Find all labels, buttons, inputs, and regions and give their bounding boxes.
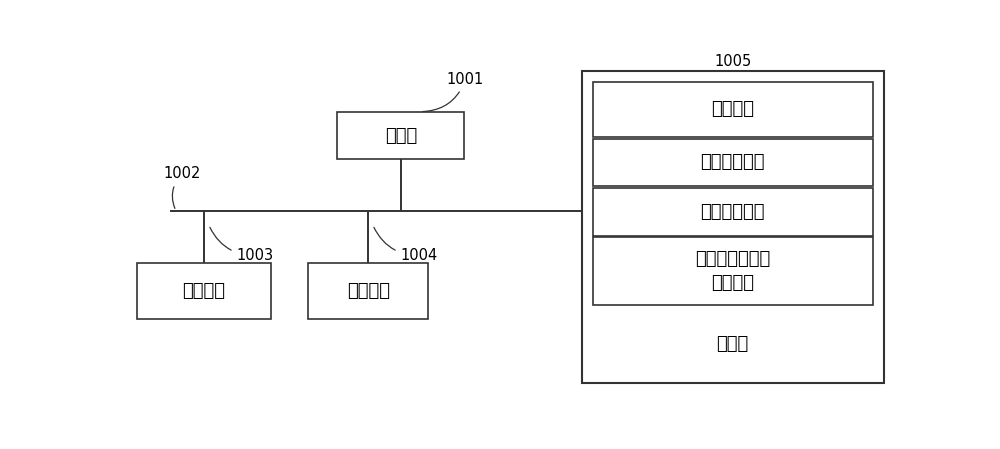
- Text: 操作系统: 操作系统: [711, 100, 754, 119]
- Text: 1003: 1003: [210, 227, 274, 263]
- Text: 存储器: 存储器: [717, 335, 749, 353]
- Text: 网络接口: 网络接口: [347, 282, 390, 300]
- Text: 天线波束指向的
调控程序: 天线波束指向的 调控程序: [695, 250, 770, 292]
- Bar: [137, 263, 271, 319]
- Text: 网络通信模块: 网络通信模块: [700, 154, 765, 172]
- Bar: [593, 188, 873, 236]
- Bar: [582, 71, 884, 383]
- Bar: [308, 263, 428, 319]
- Bar: [593, 139, 873, 186]
- Text: 1002: 1002: [164, 167, 201, 208]
- Text: 处理器: 处理器: [385, 127, 417, 145]
- Bar: [337, 112, 464, 159]
- Bar: [593, 237, 873, 305]
- Text: 用户接口: 用户接口: [183, 282, 226, 300]
- Bar: [593, 82, 873, 137]
- Text: 1004: 1004: [374, 227, 438, 263]
- Text: 用户接口模块: 用户接口模块: [700, 203, 765, 221]
- Text: 1005: 1005: [709, 54, 752, 71]
- Text: 1001: 1001: [423, 72, 484, 111]
